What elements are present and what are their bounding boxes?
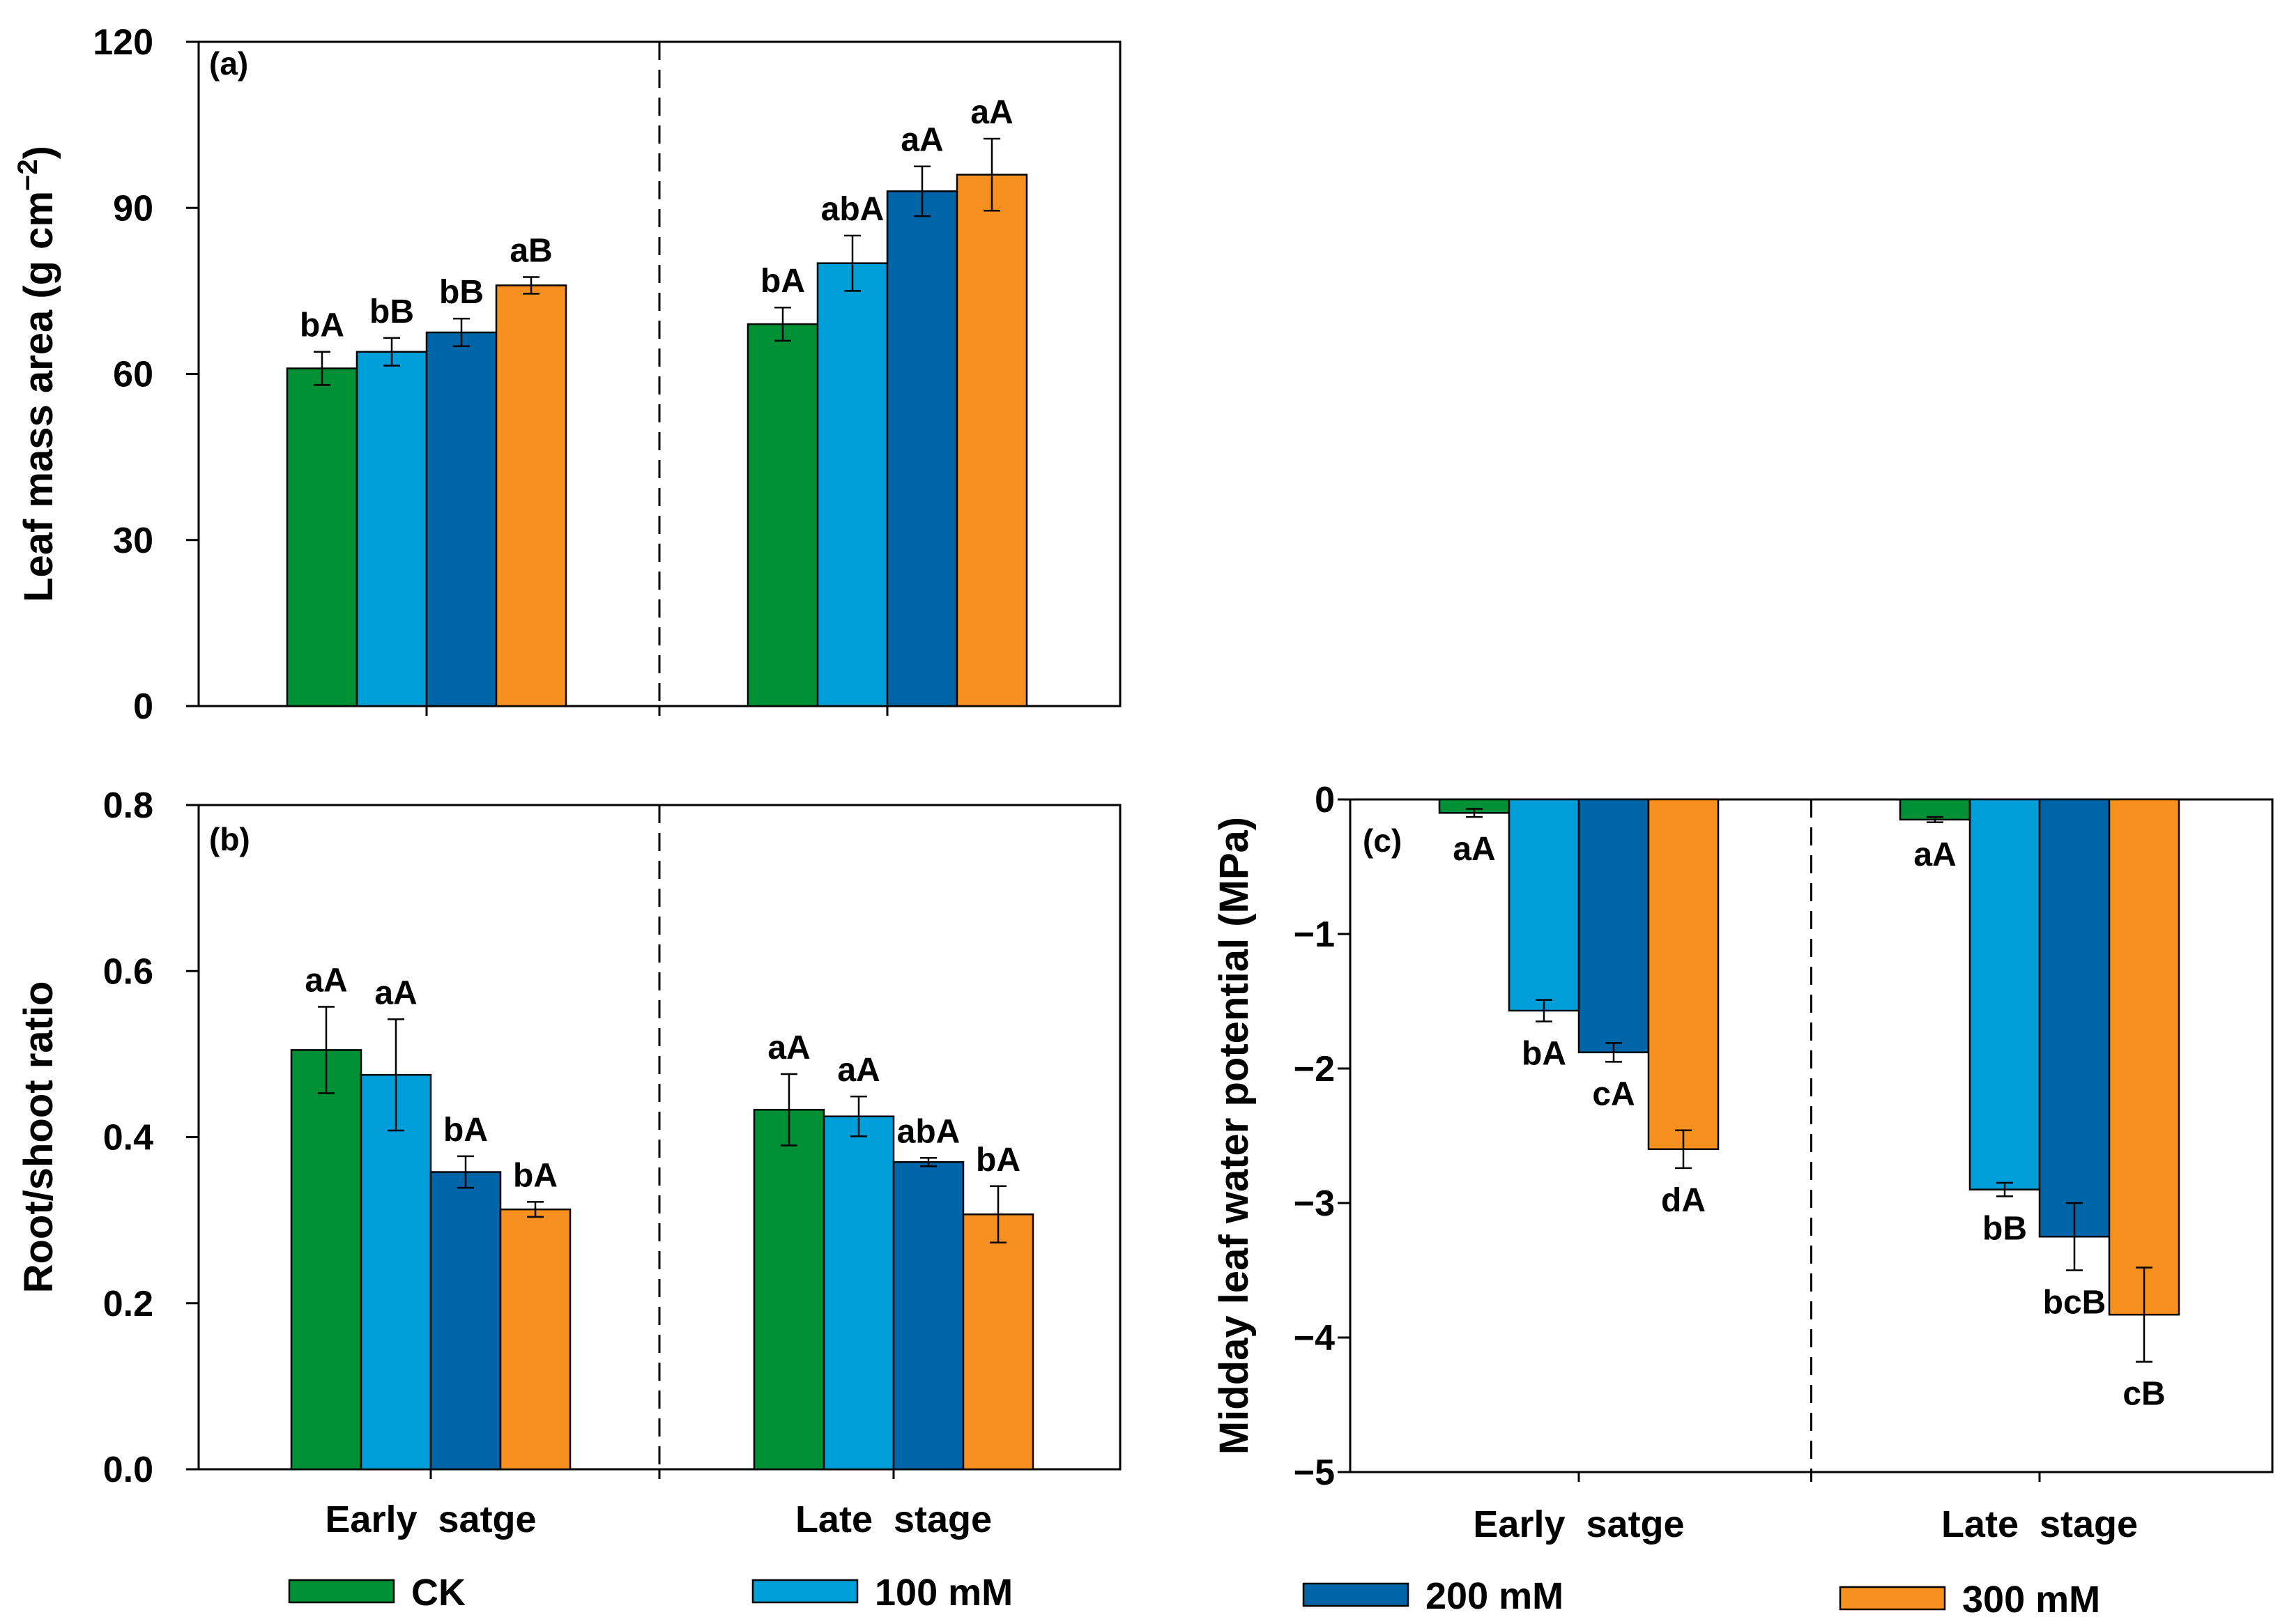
y-axis-title: Root/shoot ratio [16, 981, 61, 1294]
y-tick-label: 60 [113, 355, 153, 395]
bar-100-mm [816, 262, 889, 707]
significance-label: aA [970, 94, 1013, 131]
legend-swatch-300-mm [1839, 1586, 1946, 1611]
panel-label: (a) [209, 45, 248, 82]
legend-swatch-200-mm [1302, 1582, 1409, 1607]
bar-200-mm [2038, 798, 2111, 1238]
bar-ck [286, 367, 358, 707]
panel-label: (c) [1363, 822, 1402, 859]
legend-label-200-mm: 200 mM [1425, 1575, 1563, 1617]
significance-label: aB [510, 233, 552, 270]
y-tick-label: −4 [1294, 1318, 1335, 1358]
legend-label-300-mm: 300 mM [1962, 1579, 2100, 1621]
panel-a-leaf-mass-area-chart: 0 30 60 90 120 Leaf mass area (g cm−2) (a) bA bA… [13, 22, 1122, 727]
significance-label: bA [443, 1112, 488, 1149]
bar-300-mm [1647, 798, 1720, 1151]
significance-label: aA [305, 962, 347, 999]
x-category-label: Early satge [1473, 1503, 1684, 1545]
x-category-label: Early satge [325, 1499, 536, 1540]
legend-swatch-ck [288, 1579, 395, 1604]
bar-100-mm [355, 351, 428, 707]
significance-label: bB [369, 293, 414, 330]
bar-100-mm [1968, 798, 2041, 1190]
y-tick-label: 0.8 [103, 786, 153, 826]
y-tick-label: 30 [113, 521, 153, 561]
significance-label: bA [300, 307, 344, 344]
x-category-label: Late stage [1941, 1503, 2138, 1545]
y-tick-label: 90 [113, 188, 153, 229]
significance-label: aA [837, 1052, 880, 1089]
legend-label-100-mm: 100 mM [875, 1572, 1013, 1614]
significance-label: bA [760, 263, 805, 300]
significance-label: cA [1592, 1075, 1635, 1112]
y-tick-label: 0.6 [103, 951, 153, 992]
y-tick-label: −2 [1294, 1049, 1335, 1089]
x-category-label: Late stage [795, 1499, 992, 1540]
y-tick-label: 120 [93, 22, 153, 63]
significance-label: aA [1913, 836, 1956, 873]
y-tick-label: −3 [1294, 1183, 1335, 1224]
bar-300-mm [962, 1213, 1034, 1471]
bar-300-mm [499, 1208, 572, 1471]
significance-label: cB [2122, 1376, 2165, 1413]
panel-c-midday-leaf-water-potential-chart: 0 −1 −2 −3 −4 −5 Midday leaf water potential (… [1211, 780, 2274, 1545]
significance-label: bB [1982, 1210, 2027, 1247]
bar-ck [747, 323, 819, 707]
bar-ck [290, 1049, 362, 1471]
significance-label: bA [1522, 1035, 1566, 1072]
y-axis-title: Leaf mass area (g cm−2) [13, 146, 61, 602]
significance-label: bcB [2043, 1285, 2106, 1322]
y-tick-label: 0 [133, 687, 153, 727]
legend-label-ck: CK [411, 1572, 466, 1614]
y-tick-label: 0.4 [103, 1118, 153, 1158]
y-tick-label: −1 [1294, 914, 1335, 955]
y-tick-label: 0.0 [103, 1450, 153, 1490]
bar-300-mm [956, 174, 1028, 707]
bar-200-mm [886, 190, 958, 707]
bar-200-mm [425, 331, 498, 707]
significance-label: aA [767, 1029, 810, 1066]
panel-label: (b) [209, 821, 250, 857]
bar-200-mm [892, 1160, 965, 1471]
panel-b-root-shoot-ratio-chart: 0.0 0.2 0.4 0.6 0.8 Root/shoot ratio (b) Early … [16, 786, 1122, 1540]
bar-300-mm [495, 284, 567, 707]
y-tick-label: 0 [1315, 780, 1335, 820]
significance-label: aA [901, 122, 943, 159]
legend-swatch-100-mm [751, 1579, 859, 1604]
significance-label: bB [439, 274, 484, 311]
bar-200-mm [429, 1171, 502, 1471]
bar-100-mm [1508, 798, 1580, 1012]
y-axis-title: Midday leaf water potential (MPa) [1211, 817, 1257, 1455]
bar-200-mm [1577, 798, 1650, 1054]
y-tick-label: −5 [1294, 1453, 1335, 1493]
bar-100-mm [823, 1115, 895, 1471]
significance-label: aA [1453, 831, 1495, 868]
legend: CK 100 mM 200 mM 300 mM [288, 1572, 2100, 1621]
bar-ck [753, 1108, 825, 1471]
y-tick-label: 0.2 [103, 1284, 153, 1324]
significance-label: dA [1661, 1182, 1706, 1219]
significance-label: abA [821, 191, 885, 228]
significance-label: aA [374, 974, 417, 1011]
bar-100-mm [360, 1073, 432, 1471]
significance-label: bA [976, 1142, 1020, 1179]
significance-label: bA [513, 1157, 558, 1194]
bar-300-mm [2108, 798, 2180, 1316]
significance-label: abA [897, 1113, 961, 1150]
